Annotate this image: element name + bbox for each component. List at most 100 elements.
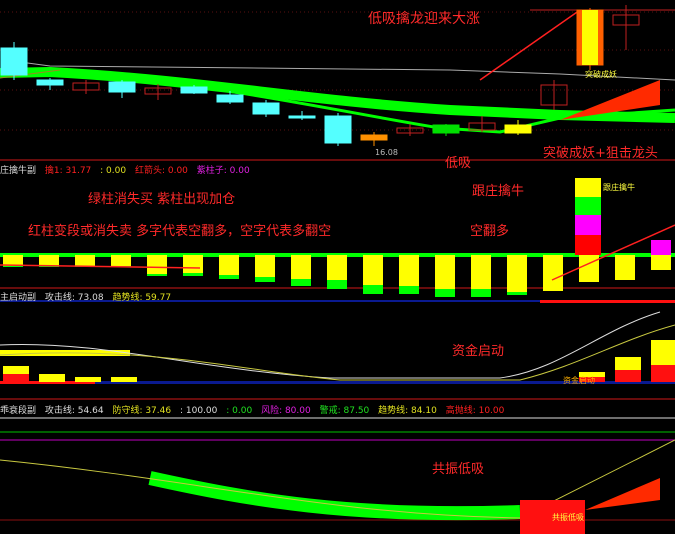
bar-yellow (3, 366, 29, 374)
bar-yellow (219, 255, 239, 275)
bar-yellow (363, 255, 383, 285)
annotation-rule2: 红柱变段或消失卖 多字代表空翻多，空字代表多翻空 (28, 224, 332, 239)
bar-green (435, 289, 455, 297)
bar-yellow (435, 255, 455, 289)
red-top-line (540, 300, 675, 303)
candle-body (324, 115, 352, 144)
annotation-rule1: 绿柱消失买 紫柱出现加仓 (88, 192, 236, 207)
candle-body (72, 82, 100, 91)
bar-yellow (327, 255, 347, 280)
panel1-item: : 0.00 (100, 166, 127, 176)
bar-yellow (111, 255, 131, 266)
panel3-name: 乖衰段副 (0, 406, 37, 416)
candle-body (540, 84, 568, 106)
bar-yellow (651, 255, 671, 270)
bar-green (3, 266, 23, 267)
panel3-item: : 100.00 (179, 406, 218, 416)
bar-green (39, 266, 59, 267)
annotation-resonance: 共振低吸 (432, 462, 485, 477)
panel3-item: 风险: 80.00 (261, 406, 311, 416)
stack-bar (575, 215, 601, 235)
annotation-low-buy: 低吸 (445, 156, 472, 171)
bar-yellow (579, 372, 605, 377)
bar-yellow (111, 377, 137, 382)
bar-green (471, 289, 491, 297)
bar-green (399, 286, 419, 294)
bar-magenta (651, 240, 671, 255)
red-line (551, 224, 675, 281)
candle-body (36, 79, 64, 86)
candle-body (252, 102, 280, 115)
candle-body (432, 124, 460, 134)
panel1-item: 擒1: 31.77 (44, 166, 92, 176)
candle-body (288, 115, 316, 119)
panel3-item: 攻击线: 54.64 (44, 406, 104, 416)
annotation-breakout: 突破成妖+狙击龙头 (543, 146, 658, 161)
blue-baseline (0, 381, 675, 384)
panel1-header: 庄擒牛副 擒1: 31.77 : 0.00 红箭头: 0.00 紫柱子: 0.0… (0, 163, 256, 176)
stack-bar (575, 197, 601, 215)
bar-yellow (471, 255, 491, 289)
stack-bar (575, 235, 601, 255)
bar-yellow (183, 255, 203, 273)
red-baseline (0, 381, 95, 384)
bar-green (219, 275, 239, 279)
panel2-header: 主启动副 攻击线: 73.08 趋势线: 59.77 (0, 290, 177, 303)
panel3-item: : 0.00 (226, 406, 253, 416)
red-line (0, 264, 201, 269)
annotation-flip: 空翻多 (470, 224, 510, 239)
bar-yellow (615, 357, 641, 370)
bar-yellow (147, 255, 167, 274)
label-capital: 资金启动 (563, 376, 595, 385)
label-low: 16.08 (375, 148, 398, 157)
ma-line-gray (19, 61, 675, 81)
bar-red (579, 377, 605, 382)
candle-body (360, 134, 388, 141)
resonance-box (520, 500, 585, 534)
panel1-item: 紫柱子: 0.00 (196, 166, 250, 176)
label-breakout: 突破成妖 (585, 70, 617, 79)
annotation-top: 低吸擒龙迎来大涨 (368, 11, 480, 27)
bar-red (3, 374, 29, 382)
red-trend (479, 9, 581, 81)
candle-body (216, 94, 244, 103)
bar-yellow (39, 255, 59, 266)
green-band (148, 471, 521, 521)
bar-green (363, 285, 383, 294)
bar-green (183, 273, 203, 276)
panel3-item: 防守线: 37.46 (112, 406, 172, 416)
candle-body (108, 81, 136, 93)
label-resonance: 共振低吸 (552, 513, 584, 522)
panel1-item: 红箭头: 0.00 (134, 166, 188, 176)
annotation-capital: 资金启动 (452, 344, 505, 359)
candle-body-inner (582, 10, 598, 65)
candle-body (396, 127, 424, 134)
candle-body (612, 14, 640, 26)
panel2-item: 趋势线: 59.77 (112, 293, 172, 303)
bar-yellow (507, 255, 527, 292)
red-wedge (560, 80, 660, 120)
candle-body (144, 87, 172, 95)
bar-red (651, 365, 675, 382)
bar-yellow (255, 255, 275, 277)
stack-bar (575, 178, 601, 197)
candle-body (180, 86, 208, 94)
bar-green (507, 292, 527, 295)
panel1-name: 庄擒牛副 (0, 166, 37, 176)
bar-yellow (579, 255, 599, 282)
red-wedge (585, 478, 660, 510)
bar-green (147, 274, 167, 276)
candle-body (504, 124, 532, 134)
panel2-item: 攻击线: 73.08 (44, 293, 104, 303)
bar-yellow (615, 255, 635, 280)
trend-line (0, 324, 675, 381)
bar-yellow (75, 255, 95, 266)
panel3-header: 乖衰段副 攻击线: 54.64 防守线: 37.46 : 100.00 : 0.… (0, 403, 510, 416)
panel3-item: 高抛线: 10.00 (445, 406, 505, 416)
label-follow: 跟庄擒牛 (603, 183, 635, 192)
bar-green (327, 280, 347, 289)
bar-yellow (75, 377, 101, 382)
attack-line (0, 311, 661, 379)
bar-yellow (39, 374, 65, 382)
